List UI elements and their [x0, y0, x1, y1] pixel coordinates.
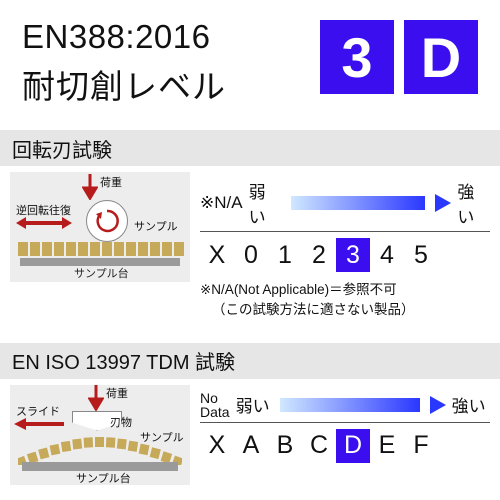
gradient-bar: [291, 196, 425, 210]
base-label: サンプル台: [74, 265, 129, 281]
scale-header: ※N/A 弱い 強い: [200, 178, 490, 228]
note1: ※N/A(Not Applicable)＝参照不可: [200, 280, 490, 300]
strong-label: 強い: [457, 178, 490, 228]
test1-scale-row: X012345: [200, 238, 490, 272]
scale-cell: X: [200, 238, 234, 272]
scale-cell: 0: [234, 238, 268, 272]
scale-cell: B: [268, 429, 302, 463]
test2-scale: NoData 弱い 強い XABCDEF: [200, 385, 490, 485]
rotary-blade-icon: [86, 200, 128, 242]
arrow-right-icon: [435, 194, 451, 212]
scale-cell: X: [200, 429, 234, 463]
scale-cell: C: [302, 429, 336, 463]
scale-cell: 2: [302, 238, 336, 272]
strong-label: 強い: [452, 392, 486, 417]
test2-panel: 荷重 スライド 刃物 サンプル サンプル台 NoData 弱い 強い XABCD…: [0, 385, 500, 485]
scale-header: NoData 弱い 強い: [200, 391, 490, 419]
rating-badge: 3: [320, 20, 394, 94]
slide-arrow-icon: [14, 417, 64, 431]
scale-cell: E: [370, 429, 404, 463]
arrow-right-icon: [430, 396, 446, 414]
weak-label: 弱い: [249, 178, 282, 228]
test2-title: EN ISO 13997 TDM 試験: [12, 346, 235, 375]
standard-code: EN388:2016: [22, 18, 226, 56]
level-label: 耐切創レベル: [22, 60, 226, 108]
scale-cell: 3: [336, 238, 370, 272]
rating-badge: D: [404, 20, 478, 94]
load-arrow-icon: [82, 174, 98, 200]
test2-diagram: 荷重 スライド 刃物 サンプル サンプル台: [10, 385, 190, 485]
reverse-arrow-icon: [16, 216, 72, 230]
test1-panel: 荷重 逆回転往復 サンプル サンプル台 ※N/A 弱い 強い X012345 ※…: [0, 172, 500, 321]
na-label: ※N/A: [200, 193, 243, 213]
test1-diagram: 荷重 逆回転往復 サンプル サンプル台: [10, 172, 190, 282]
test1-scale: ※N/A 弱い 強い X012345 ※N/A(Not Applicable)＝…: [200, 172, 490, 321]
gradient-bar: [280, 398, 420, 412]
weak-label: 弱い: [236, 392, 270, 417]
scale-cell: A: [234, 429, 268, 463]
test1-title-bar: 回転刃試験: [0, 130, 500, 166]
test1-title: 回転刃試験: [12, 134, 112, 163]
header-text: EN388:2016 耐切創レベル: [22, 18, 226, 108]
scale-cell: F: [404, 429, 438, 463]
load-arrow-icon: [88, 385, 104, 411]
scale-cell: 5: [404, 238, 438, 272]
test2-scale-row: XABCDEF: [200, 429, 490, 463]
header: EN388:2016 耐切創レベル 3D: [0, 0, 500, 108]
scale-cell: D: [336, 429, 370, 463]
scale-cell: 4: [370, 238, 404, 272]
sample-label: サンプル: [134, 218, 178, 234]
sample-arc: [18, 433, 182, 465]
test1-notes: ※N/A(Not Applicable)＝参照不可 （この試験方法に適さない製品…: [200, 280, 490, 321]
note2: （この試験方法に適さない製品）: [200, 300, 490, 320]
base-label: サンプル台: [76, 470, 131, 486]
scale-cell: 1: [268, 238, 302, 272]
load-label: 荷重: [100, 174, 122, 190]
blade-label: 刃物: [110, 414, 132, 430]
load-label: 荷重: [106, 385, 128, 401]
badge-group: 3D: [320, 20, 478, 94]
sample-bricks: [18, 242, 184, 256]
test2-title-bar: EN ISO 13997 TDM 試験: [0, 343, 500, 379]
nodata-label: NoData: [200, 391, 230, 419]
